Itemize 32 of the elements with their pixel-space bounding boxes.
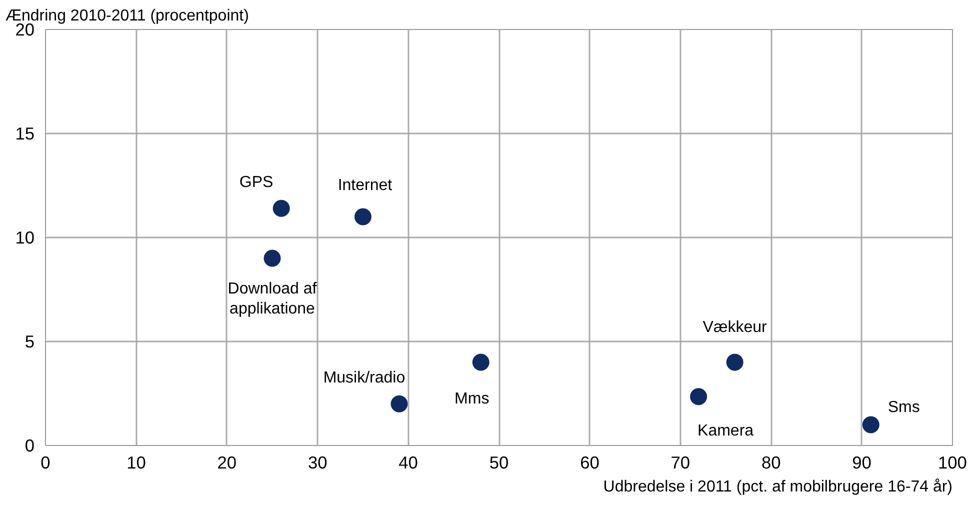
x-tick-label: 60 — [580, 452, 600, 472]
x-tick-label: 70 — [670, 452, 690, 472]
y-tick-label: 10 — [15, 228, 35, 248]
annotation: Internet — [338, 177, 393, 194]
annotation: Mms — [454, 390, 490, 408]
point — [390, 395, 408, 412]
point — [264, 250, 281, 267]
annotation: Vækkeur — [702, 318, 768, 336]
point — [354, 208, 372, 226]
x-axis-title: Udbredelse i 2011 (pct. af mobilbrugere 16-74 år) — [603, 478, 953, 496]
x-tick-label: 0 — [40, 452, 50, 472]
x-tick-label: 90 — [852, 452, 872, 472]
x-tick-label: 30 — [308, 452, 328, 472]
x-tick-label: 20 — [217, 452, 237, 472]
x-tick-label: 100 — [938, 452, 967, 472]
annotation: GPS — [239, 174, 274, 191]
x-tick-label: 40 — [398, 452, 418, 472]
x-tick-label: 80 — [761, 452, 781, 472]
annotation: Kamera — [698, 422, 754, 440]
point — [862, 416, 880, 434]
x-tick-label: 10 — [126, 452, 146, 472]
y-tick-label: 5 — [24, 332, 35, 352]
point — [690, 388, 708, 406]
point — [272, 200, 290, 217]
annotation: Sms — [888, 399, 920, 416]
y-tick-label: 0 — [24, 436, 35, 456]
point — [472, 354, 490, 371]
point — [726, 354, 744, 371]
annotation: Musik/radio — [323, 369, 406, 386]
annotation: Download af applikatione — [228, 280, 318, 318]
y-tick-label: 15 — [15, 124, 35, 144]
x-tick-label: 50 — [489, 452, 509, 472]
